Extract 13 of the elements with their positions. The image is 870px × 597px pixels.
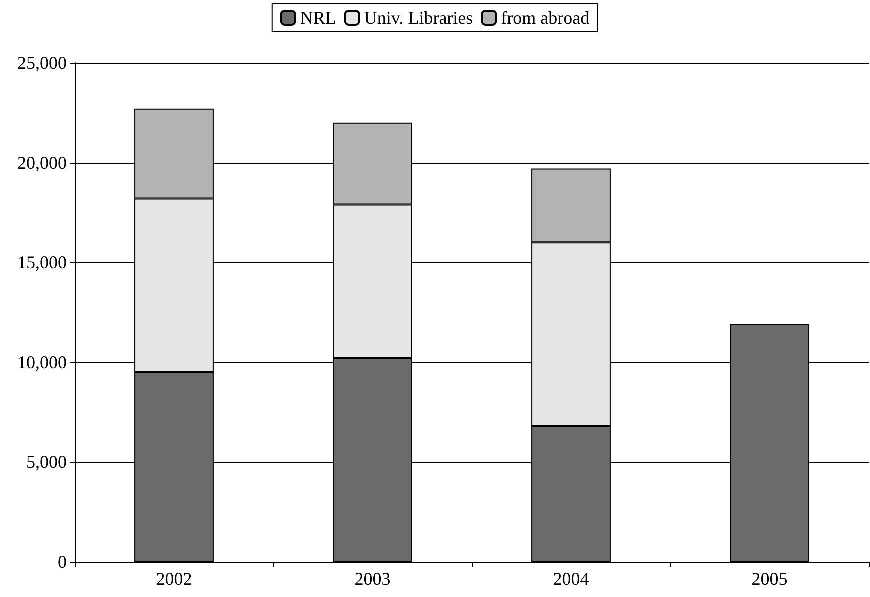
x-tick-label: 2003 bbox=[354, 569, 391, 589]
y-tick-label: 0 bbox=[58, 552, 67, 572]
legend-label: NRL bbox=[300, 8, 336, 28]
y-tick-label: 25,000 bbox=[18, 53, 67, 73]
x-tick-label: 2004 bbox=[553, 569, 590, 589]
y-tick-label: 5,000 bbox=[26, 452, 67, 472]
y-tick-label: 15,000 bbox=[18, 252, 67, 273]
x-tick-label: 2005 bbox=[752, 569, 788, 589]
x-tick-label: 2002 bbox=[156, 569, 192, 589]
legend-label: Univ. Libraries bbox=[364, 8, 474, 28]
legend-label: from abroad bbox=[501, 8, 590, 28]
y-tick-label: 10,000 bbox=[18, 352, 67, 372]
y-tick-label: 20,000 bbox=[18, 152, 67, 173]
